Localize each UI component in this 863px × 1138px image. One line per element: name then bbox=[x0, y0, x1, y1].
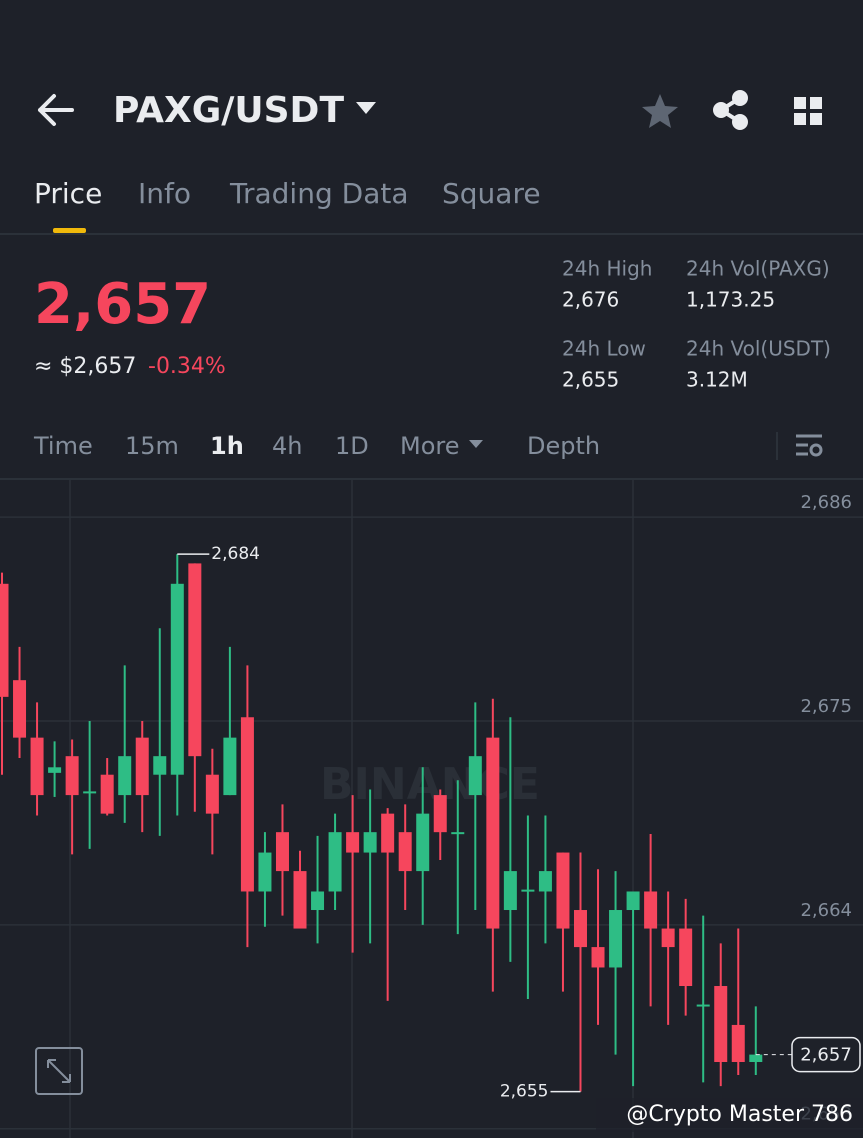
stat-value: 2,655 bbox=[562, 368, 619, 392]
candle-body bbox=[398, 832, 412, 872]
stat-value: 3.12M bbox=[686, 368, 748, 392]
candle-body bbox=[170, 583, 184, 775]
settings-icon[interactable] bbox=[796, 434, 823, 457]
share-icon[interactable] bbox=[713, 90, 748, 130]
pair-title[interactable]: PAXG/USDT bbox=[113, 90, 344, 131]
interval[interactable]: More bbox=[400, 432, 460, 460]
tab[interactable]: Square bbox=[442, 177, 541, 210]
candle-body bbox=[311, 891, 325, 911]
candle-body bbox=[346, 832, 360, 853]
favorite-icon[interactable] bbox=[642, 94, 678, 128]
tab[interactable]: Trading Data bbox=[229, 177, 409, 210]
tab[interactable]: Info bbox=[138, 177, 191, 210]
candle-body bbox=[0, 583, 9, 697]
interval[interactable]: 1D bbox=[335, 432, 369, 460]
candle-body bbox=[223, 737, 237, 796]
candle-body bbox=[363, 832, 377, 853]
last-price: 2,657 bbox=[34, 272, 211, 337]
annotation-label: 2,655 bbox=[500, 1082, 549, 1102]
candle-body bbox=[503, 871, 517, 911]
candle-body bbox=[731, 1024, 745, 1063]
watermark: BINANCE bbox=[320, 759, 540, 810]
stat-value: 1,173.25 bbox=[686, 288, 775, 312]
approx-price: ≈ $2,657 bbox=[34, 354, 136, 379]
stat-label: 24h High bbox=[562, 257, 652, 281]
candle-body bbox=[468, 756, 482, 796]
candle-body bbox=[153, 756, 167, 775]
candle-body bbox=[573, 910, 587, 948]
expand-button[interactable] bbox=[35, 1047, 83, 1095]
candle-body bbox=[275, 832, 289, 872]
tab[interactable]: Price bbox=[34, 177, 102, 210]
back-button[interactable] bbox=[38, 94, 74, 126]
candle-body bbox=[328, 832, 342, 892]
interval[interactable]: Depth bbox=[527, 432, 600, 460]
annotation-label: 2,684 bbox=[211, 544, 260, 564]
candle-body bbox=[749, 1054, 763, 1063]
last-price-label: 2,657 bbox=[800, 1045, 852, 1066]
interval[interactable]: 4h bbox=[272, 432, 302, 460]
interval[interactable]: Time bbox=[33, 432, 93, 460]
interval[interactable]: 15m bbox=[125, 432, 179, 460]
candle-body bbox=[100, 774, 114, 814]
pair-dropdown[interactable] bbox=[356, 102, 376, 114]
candle-body bbox=[13, 680, 27, 738]
candle-body bbox=[538, 871, 552, 892]
candle-body bbox=[30, 737, 44, 796]
candle-body bbox=[591, 947, 605, 968]
tab-indicator bbox=[53, 228, 86, 233]
last-price-box bbox=[791, 1036, 861, 1073]
interval[interactable]: 1h bbox=[210, 432, 244, 460]
stat-label: 24h Vol(PAXG) bbox=[686, 257, 830, 281]
candle-body bbox=[381, 813, 395, 853]
candle-body bbox=[626, 891, 640, 911]
candle-body bbox=[644, 891, 658, 929]
stat-value: 2,676 bbox=[562, 288, 619, 312]
candle-body bbox=[521, 889, 535, 892]
candle-body bbox=[83, 791, 97, 794]
candle-body bbox=[135, 737, 149, 796]
candle-body bbox=[205, 774, 219, 814]
candle-body bbox=[240, 717, 254, 892]
candle-body bbox=[486, 737, 500, 929]
candle-body bbox=[609, 910, 623, 968]
price-change: -0.34% bbox=[148, 354, 226, 379]
stat-label: 24h Low bbox=[562, 337, 646, 361]
candle-body bbox=[48, 767, 62, 773]
candle-body bbox=[661, 928, 675, 948]
candle-body bbox=[188, 563, 202, 757]
y-tick-label: 2,686 bbox=[800, 492, 852, 513]
candle-body bbox=[714, 986, 728, 1063]
candle-body bbox=[258, 852, 272, 892]
credit-backdrop bbox=[596, 1098, 863, 1132]
candle-body bbox=[451, 832, 465, 835]
candle-body bbox=[433, 795, 447, 833]
credit: @Crypto Master 786 bbox=[626, 1102, 853, 1127]
candle-body bbox=[416, 813, 430, 872]
grid-icon[interactable] bbox=[794, 97, 822, 125]
candle-body bbox=[679, 928, 693, 987]
stat-label: 24h Vol(USDT) bbox=[686, 337, 831, 361]
candle-body bbox=[65, 756, 79, 796]
candle-body bbox=[118, 756, 132, 796]
y-tick-label: 2,675 bbox=[800, 696, 852, 717]
y-tick-label: 2,664 bbox=[800, 900, 852, 921]
candle-body bbox=[696, 1004, 710, 1007]
candle-body bbox=[293, 871, 307, 929]
more-dropdown[interactable] bbox=[469, 440, 483, 448]
candle-body bbox=[556, 852, 570, 929]
